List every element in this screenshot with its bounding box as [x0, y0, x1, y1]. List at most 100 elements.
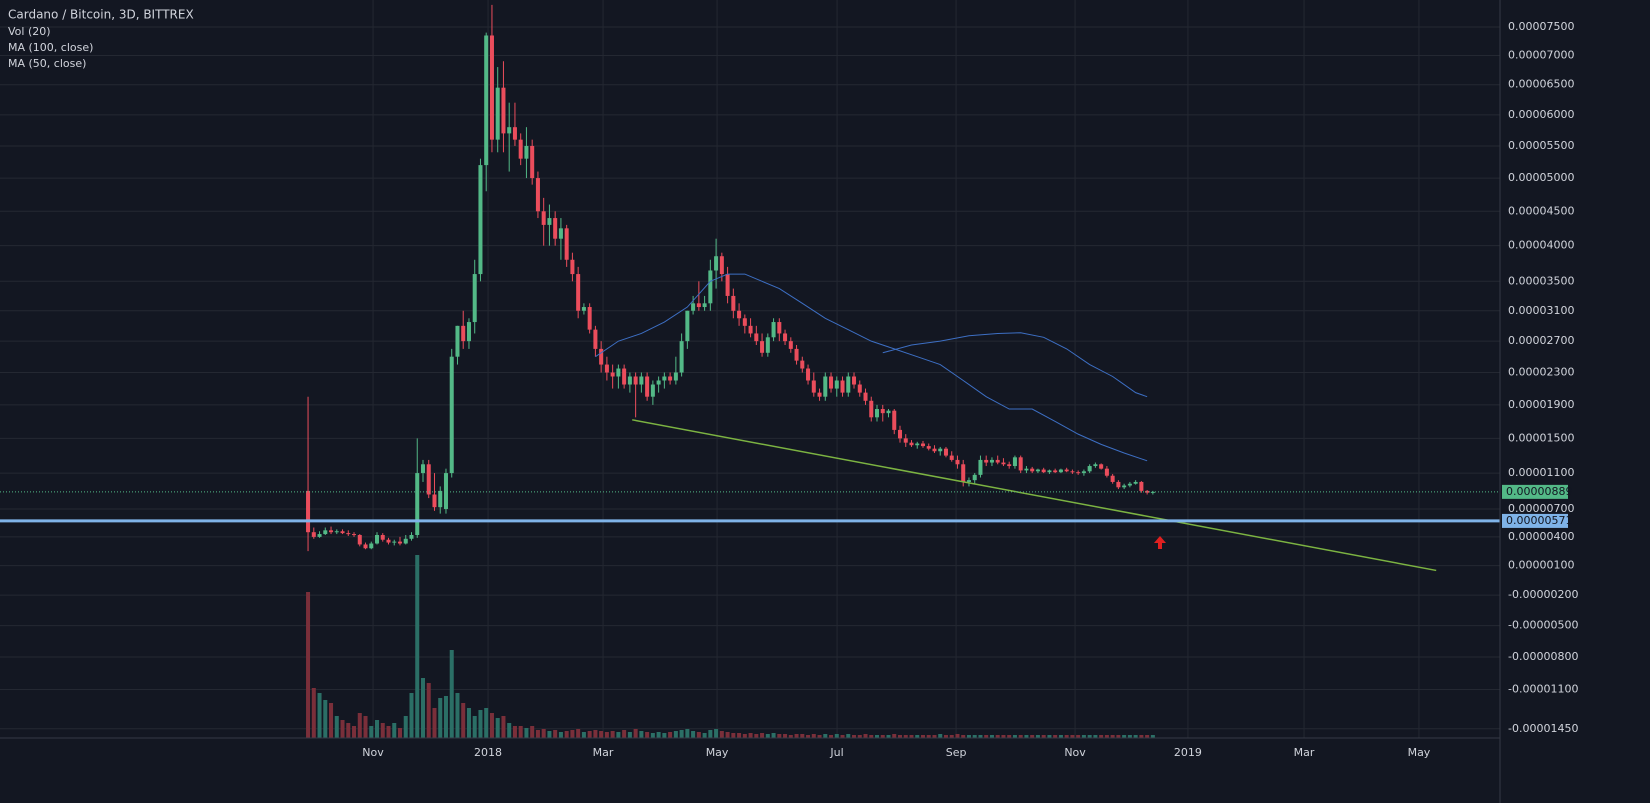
- candle-body: [346, 533, 351, 535]
- volume-bar: [719, 731, 724, 738]
- candle-body: [633, 376, 638, 385]
- candle-body: [691, 303, 696, 311]
- volume-bar: [530, 726, 535, 738]
- candle-body: [645, 376, 650, 397]
- volume-bar: [489, 713, 494, 738]
- candle-body: [731, 295, 736, 311]
- volume-bar: [524, 728, 529, 738]
- candle-body: [668, 376, 673, 381]
- candle-body: [352, 534, 357, 536]
- volume-bar: [397, 728, 403, 738]
- volume-bar: [1035, 735, 1040, 738]
- volume-bar: [472, 716, 477, 738]
- volume-bar: [1145, 735, 1150, 738]
- candle-body: [1070, 471, 1075, 473]
- candle-body: [909, 442, 914, 446]
- volume-bar: [478, 710, 483, 738]
- volume-bar: [438, 698, 443, 738]
- candle-body: [920, 443, 925, 447]
- volume-bar: [788, 735, 793, 738]
- volume-bar: [553, 730, 558, 738]
- candle-body: [662, 376, 667, 381]
- volume-bar: [846, 734, 851, 738]
- volume-bar: [926, 735, 931, 738]
- candle-body: [587, 307, 592, 330]
- candle-body: [558, 228, 563, 239]
- candle-body: [1093, 464, 1098, 467]
- y-tick-label: 0.00000700: [1508, 502, 1574, 515]
- candle-body: [926, 446, 931, 449]
- volume-bar: [943, 735, 948, 738]
- y-tick-label: 0.00001500: [1508, 431, 1574, 444]
- volume-bar: [1024, 735, 1029, 738]
- y-tick-label: 0.00004500: [1508, 204, 1574, 217]
- volume-bar: [495, 718, 500, 738]
- candle-body: [541, 211, 546, 225]
- candle-body: [903, 438, 908, 443]
- y-tick-label: 0.00001100: [1508, 466, 1574, 479]
- volume-bar: [604, 732, 609, 738]
- candle-body: [1018, 457, 1023, 471]
- legend-ma: MA (50, close): [8, 57, 86, 70]
- volume-bar: [357, 713, 362, 738]
- volume-bar: [742, 734, 747, 738]
- volume-bar: [576, 729, 581, 738]
- x-tick-label: Jul: [829, 746, 843, 759]
- volume-bar: [363, 716, 368, 738]
- volume-bar: [984, 735, 989, 738]
- volume-bar: [650, 733, 655, 738]
- x-tick-label: 2018: [474, 746, 502, 759]
- candle-body: [938, 448, 943, 452]
- volume-bar: [863, 734, 868, 738]
- candle-body: [972, 474, 977, 481]
- candle-body: [1047, 470, 1052, 473]
- volume-bar: [311, 688, 316, 738]
- candle-body: [409, 535, 414, 539]
- candle-body: [524, 145, 529, 159]
- candle-body: [495, 87, 500, 140]
- y-tick-label: 0.00001900: [1508, 398, 1574, 411]
- candle-body: [443, 473, 448, 510]
- volume-bar: [392, 723, 397, 738]
- volume-bar: [909, 735, 914, 738]
- candle-body: [949, 455, 954, 460]
- candle-body: [1012, 457, 1017, 467]
- candle-body: [1001, 462, 1006, 465]
- axes: 0.00007500 0.00007000 0.00006500 0.00006000…: [362, 20, 1578, 759]
- volume-bar: [840, 735, 845, 738]
- volume-bar: [1127, 735, 1132, 738]
- candle-body: [800, 360, 805, 369]
- volume-bar: [466, 708, 471, 738]
- candle-body: [604, 364, 609, 373]
- candle-body: [306, 490, 311, 533]
- volume-bar: [622, 730, 627, 738]
- candle-body: [420, 464, 425, 474]
- volume-bar: [1099, 735, 1104, 738]
- candle-body: [564, 228, 569, 260]
- y-tick-label: 0.00006000: [1508, 108, 1574, 121]
- x-tick-label: Sep: [946, 746, 967, 759]
- trendline: [632, 419, 1437, 572]
- volume-bar: [771, 733, 776, 738]
- candle-body: [1099, 464, 1104, 469]
- candle-body: [679, 341, 684, 373]
- volume-bar: [558, 732, 563, 738]
- candle-body: [742, 318, 747, 326]
- candle-body: [639, 376, 644, 385]
- y-tick-label: -0.00000500: [1508, 619, 1578, 632]
- y-tick-label: -0.00001450: [1508, 722, 1578, 735]
- volume-bar: [955, 734, 960, 738]
- volume-bar: [409, 693, 414, 738]
- volume-bar: [369, 726, 374, 738]
- volume-bar: [1116, 735, 1121, 738]
- y-tick-label: 0.00003500: [1508, 274, 1574, 287]
- volume-bar: [702, 733, 707, 738]
- volume-bar: [323, 700, 328, 738]
- candle-body: [1053, 470, 1058, 473]
- volume-bar: [685, 729, 690, 738]
- volume-bar: [432, 708, 437, 738]
- volume-bar: [1076, 735, 1081, 738]
- volume-bar: [731, 733, 736, 738]
- volume-bar: [903, 735, 908, 738]
